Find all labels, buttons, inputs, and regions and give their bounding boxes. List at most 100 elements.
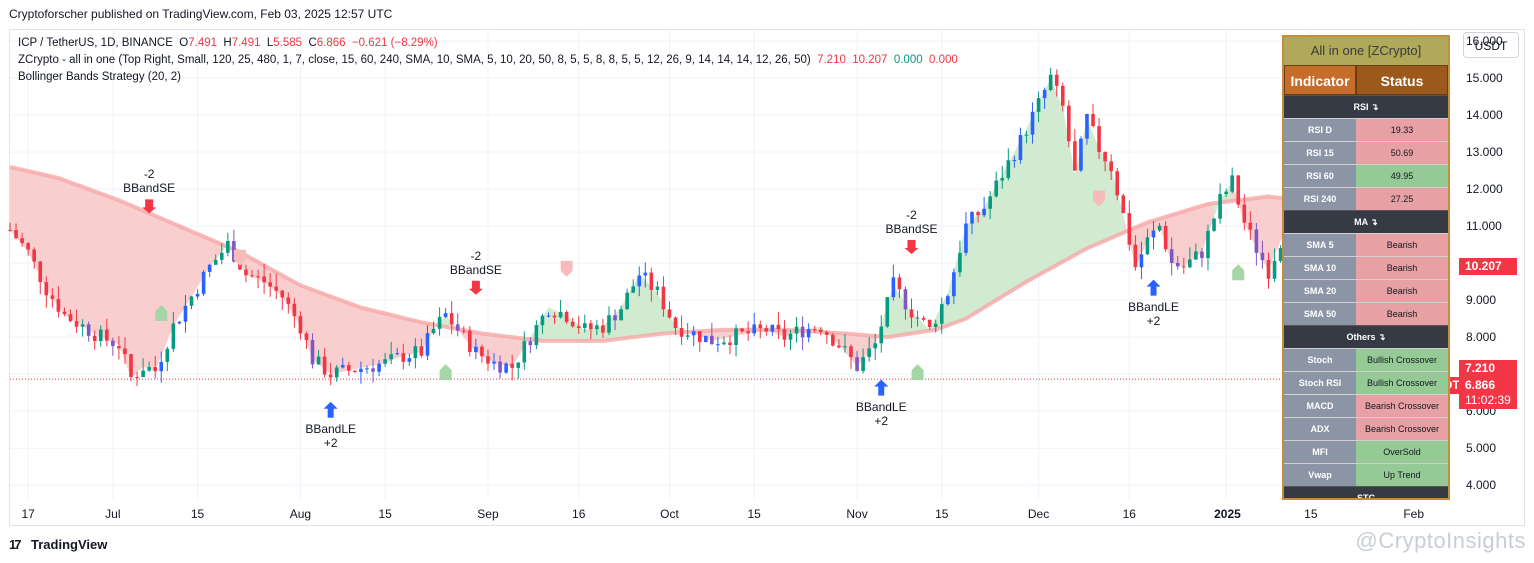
legend-close-label: C (308, 37, 317, 49)
candle-body (1127, 213, 1132, 245)
candle-body (552, 315, 557, 318)
candle-body (722, 342, 726, 345)
bear-marker-icon (1093, 190, 1106, 207)
panel-row: RSI 240 27.25 (1284, 187, 1448, 210)
candle-body (316, 356, 321, 365)
panel-row-value: Bearish (1356, 280, 1448, 302)
panel-row-name: RSI 60 (1284, 165, 1356, 187)
panel-col-status: Status (1356, 65, 1448, 95)
candle-body (486, 356, 490, 364)
chart-legend[interactable]: ICP / TetherUS, 1D, BINANCE O7.491 H7.49… (18, 35, 958, 86)
candle-body (1000, 178, 1005, 181)
candle-body (891, 277, 896, 298)
candle-body (1163, 225, 1168, 250)
candle-body (939, 304, 944, 324)
candle-body (740, 328, 744, 332)
candle-body (697, 331, 702, 343)
candle-body (1272, 260, 1277, 279)
candle-body (661, 286, 666, 310)
candle-body (56, 299, 61, 312)
candle-body (528, 341, 533, 346)
candle-body (831, 334, 835, 346)
candle-body (413, 346, 418, 359)
candle-body (407, 358, 412, 362)
candle-body (970, 212, 974, 224)
short-arrow-icon (142, 199, 157, 214)
candle-body (861, 357, 865, 371)
long-signal-label: BBandLE +2 (841, 400, 921, 428)
candle-body (1133, 244, 1138, 268)
candle-body (631, 286, 635, 293)
bear-marker-icon (560, 260, 573, 277)
legend-close: 6.866 (316, 37, 346, 49)
candle-body (401, 353, 406, 362)
candle-body (159, 361, 164, 372)
candle-body (480, 346, 484, 357)
panel-row: Stoch RSI Bullish Crossover (1284, 371, 1448, 394)
legend-indicator-v4: 0.000 (929, 54, 958, 66)
candle-body (812, 329, 817, 331)
candle-body (1079, 138, 1083, 171)
x-tick-label: 16 (572, 507, 586, 521)
y-tick-label: 5.000 (1466, 441, 1497, 456)
candle-body (86, 324, 91, 336)
y-tick-label: 11.000 (1466, 219, 1502, 234)
panel-row-name: RSI 240 (1284, 188, 1356, 210)
panel-row: SMA 10 Bearish (1284, 256, 1448, 279)
x-tick-label: 15 (378, 507, 392, 521)
x-tick-label: 15 (747, 507, 761, 521)
candle-body (1073, 141, 1077, 171)
panel-section: MA ↴ (1284, 210, 1448, 233)
panel-row-value: 19.33 (1356, 119, 1448, 141)
long-qty: +2 (1146, 313, 1161, 328)
short-qty: -2 (906, 208, 917, 223)
candle-body (20, 238, 24, 244)
candle-body (377, 363, 381, 372)
candle-body (885, 297, 890, 327)
candle-body (256, 276, 260, 278)
tradingview-brand[interactable]: 17 TradingView (9, 537, 107, 552)
currency-button[interactable]: USDT (1463, 32, 1519, 58)
panel-row-value: 49.95 (1356, 165, 1448, 187)
candle-body (849, 346, 853, 358)
candle-body (68, 314, 73, 322)
candle-body (1012, 160, 1017, 162)
panel-row: SMA 50 Bearish (1284, 302, 1448, 325)
legend-strategy-line[interactable]: Bollinger Bands Strategy (20, 2) (18, 71, 182, 83)
legend-symbol[interactable]: ICP / TetherUS, 1D, BINANCE (18, 37, 173, 49)
candle-body (347, 365, 351, 371)
panel-row-name: RSI 15 (1284, 142, 1356, 164)
candle-body (359, 368, 363, 373)
candle-body (643, 272, 648, 276)
candle-body (1006, 160, 1011, 179)
candle-body (280, 290, 285, 298)
panel-row-value: Bearish Crossover (1356, 418, 1448, 440)
candle-body (685, 335, 690, 337)
watermark: @CryptoInsights (1355, 528, 1526, 553)
panel-row-value: Bullish Crossover (1356, 372, 1448, 394)
candle-body (710, 335, 714, 345)
short-signal-label: -2 BBandSE (109, 167, 189, 195)
candle-body (171, 323, 176, 349)
candle-body (389, 354, 393, 360)
tradingview-logo-icon: 17 (9, 537, 21, 552)
legend-indicator-name[interactable]: ZCrypto - all in one (Top Right, Small, … (18, 54, 811, 66)
candle-body (213, 259, 218, 265)
candle-body (558, 312, 563, 318)
chart-frame[interactable] (9, 29, 1525, 526)
panel-section: RSI ↴ (1284, 95, 1448, 118)
short-qty: -2 (143, 167, 155, 182)
panel-row: RSI 60 49.95 (1284, 164, 1448, 187)
candle-body (673, 317, 678, 329)
candle-body (958, 252, 962, 273)
candle-body (1248, 222, 1253, 230)
candle-body (443, 313, 448, 317)
candle-body (449, 313, 454, 325)
candle-body (226, 241, 230, 253)
candle-body (994, 180, 999, 197)
x-tick-label: Aug (289, 507, 312, 521)
candle-body (667, 309, 672, 318)
candle-body (879, 326, 884, 344)
candle-body (232, 241, 236, 262)
candle-body (746, 331, 750, 334)
